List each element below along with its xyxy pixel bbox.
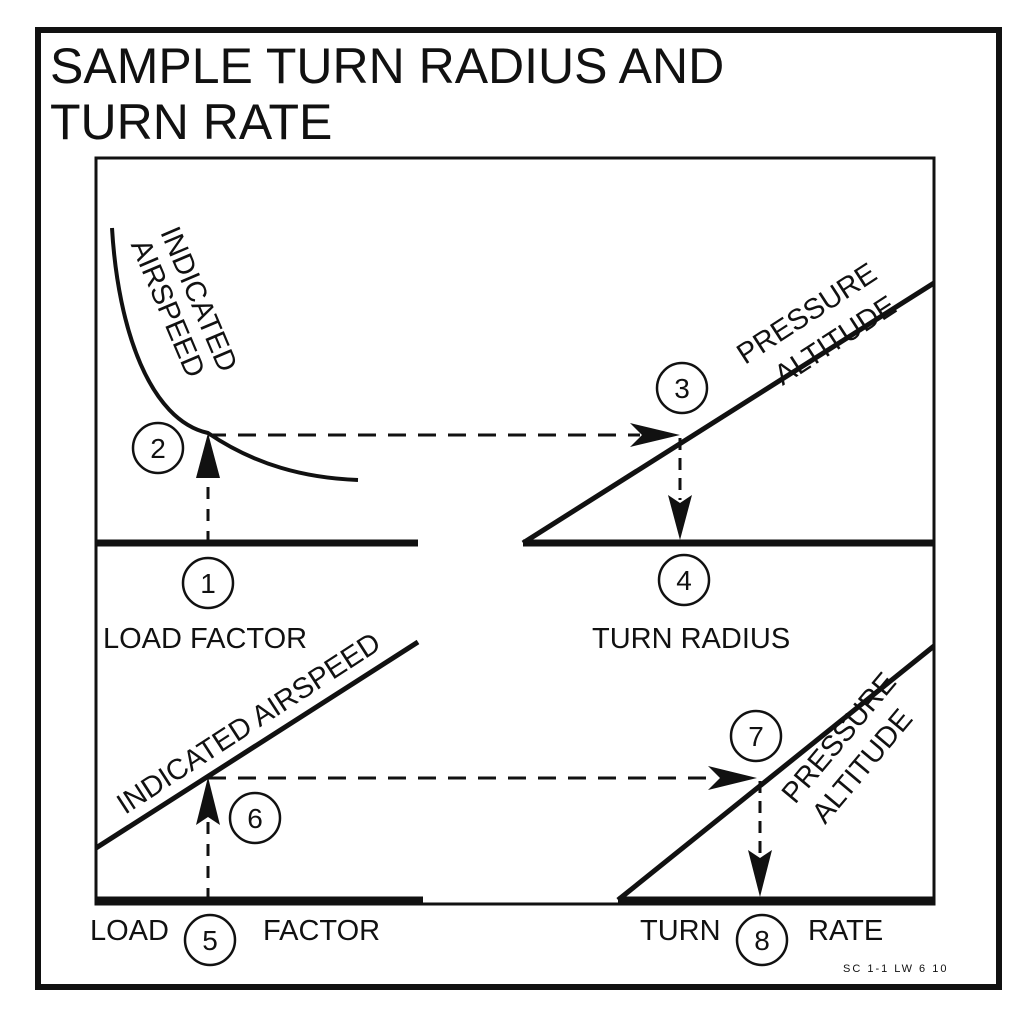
step-6-number: 6 — [247, 803, 263, 834]
turn-radius-label: TURN RADIUS — [592, 623, 790, 655]
airspeed-label-bottom: INDICATED AIRSPEED — [111, 627, 386, 821]
step-8: 8 — [735, 913, 789, 967]
factor-label-bottom: FACTOR — [263, 915, 380, 947]
indicated-airspeed-curve — [110, 227, 359, 482]
arrow-right-bottom — [708, 766, 757, 790]
load-label-bottom: LOAD — [90, 915, 169, 947]
load-factor-label-top: LOAD FACTOR — [103, 623, 307, 655]
figure-code: SC 1-1 LW 6 10 — [843, 963, 948, 975]
chart-box — [94, 156, 936, 906]
step-3: 3 — [655, 361, 709, 415]
title-line-1: SAMPLE TURN RADIUS AND — [50, 38, 725, 94]
step-8-number: 8 — [754, 925, 770, 956]
arrow-down-bottom — [748, 850, 772, 897]
step-5-number: 5 — [202, 925, 218, 956]
step-4-number: 4 — [676, 565, 692, 596]
figure-title: SAMPLE TURN RADIUS AND TURN RATE — [50, 38, 724, 150]
pressure-altitude-line-top — [521, 280, 936, 546]
step-2-number: 2 — [150, 433, 166, 464]
outer-frame — [35, 27, 1002, 990]
arrow-right-top — [630, 423, 680, 447]
step-4: 4 — [657, 553, 711, 607]
step-1-number: 1 — [200, 568, 216, 599]
step-1: 1 — [181, 556, 235, 610]
pressure-label-top: PRESSURE ALTITUDE — [731, 257, 902, 392]
pressure-altitude-line-bottom — [616, 644, 936, 902]
arrow-up-5 — [196, 777, 220, 825]
step-2: 2 — [131, 421, 185, 475]
rate-label-bottom: RATE — [808, 915, 883, 947]
pressure-label-bottom: PRESSURE ALTITUDE — [776, 667, 919, 830]
step-3-number: 3 — [674, 373, 690, 404]
step-7: 7 — [729, 709, 783, 763]
airspeed-label-bottom-text: INDICATED AIRSPEED — [111, 627, 386, 821]
step-7-number: 7 — [748, 721, 764, 752]
title-line-2: TURN RATE — [50, 94, 333, 150]
indicated-airspeed-line — [94, 639, 420, 851]
turn-label-bottom: TURN — [640, 915, 721, 947]
step-6: 6 — [228, 791, 282, 845]
arrow-down-top — [668, 495, 692, 540]
step-5: 5 — [183, 913, 237, 967]
